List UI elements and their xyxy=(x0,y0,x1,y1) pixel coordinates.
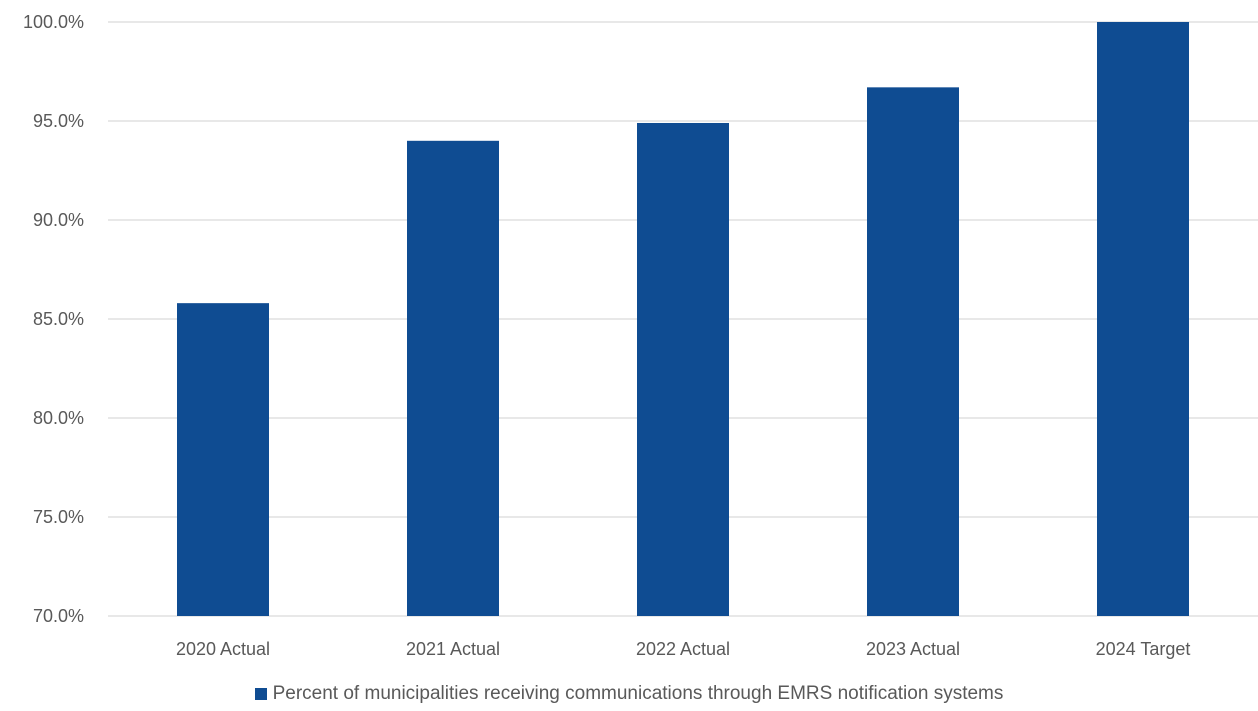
x-tick-label: 2024 Target xyxy=(1096,639,1191,659)
y-tick-label: 100.0% xyxy=(23,12,84,32)
y-axis-ticks: 70.0% 75.0% 80.0% 85.0% 90.0% 95.0% 100.0% xyxy=(23,12,84,626)
legend-label: Percent of municipalities receiving comm… xyxy=(272,683,1004,704)
x-tick-label: 2022 Actual xyxy=(636,639,730,659)
y-tick-label: 70.0% xyxy=(33,606,84,626)
bar xyxy=(407,140,499,617)
bar xyxy=(1097,22,1189,616)
bar xyxy=(177,303,269,616)
y-tick-label: 95.0% xyxy=(33,111,84,131)
y-tick-label: 85.0% xyxy=(33,309,84,329)
x-axis-labels: 2020 Actual 2021 Actual 2022 Actual 2023 Ac… xyxy=(176,639,1190,659)
y-tick-label: 90.0% xyxy=(33,210,84,230)
bar xyxy=(867,87,959,617)
bars xyxy=(177,22,1189,617)
y-tick-label: 75.0% xyxy=(33,507,84,527)
x-tick-label: 2021 Actual xyxy=(406,639,500,659)
legend-swatch xyxy=(254,688,267,700)
x-tick-label: 2023 Actual xyxy=(866,639,960,659)
bar xyxy=(637,122,729,616)
y-tick-label: 80.0% xyxy=(33,408,84,428)
legend: Percent of municipalities receiving comm… xyxy=(0,683,1258,705)
x-tick-label: 2020 Actual xyxy=(176,639,270,659)
